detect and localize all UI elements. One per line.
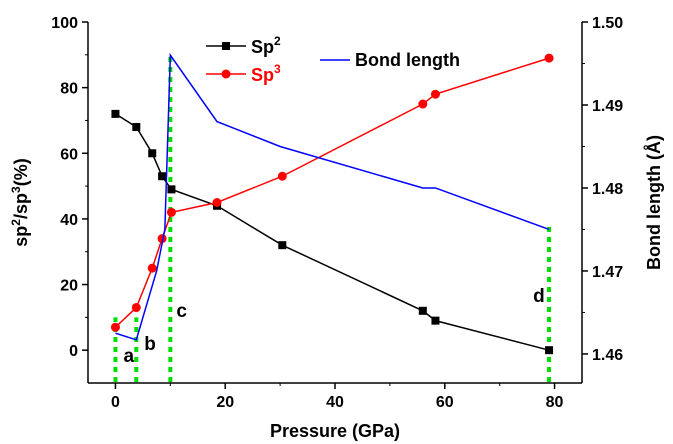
series-1-point-6 bbox=[277, 171, 287, 181]
series-0-point-1 bbox=[132, 123, 141, 132]
series-1-point-8 bbox=[430, 89, 440, 99]
series-1-point-3 bbox=[157, 234, 167, 244]
series-0-point-4 bbox=[167, 185, 176, 194]
series-1-point-4 bbox=[166, 207, 176, 217]
x-tick-label-3: 60 bbox=[436, 394, 454, 411]
series-1-point-2 bbox=[147, 263, 157, 273]
series-0-point-7 bbox=[418, 306, 427, 315]
yr-tick-label-4: 1.50 bbox=[592, 15, 623, 32]
annotation-b: b bbox=[144, 334, 156, 355]
legend-sp2-marker bbox=[222, 42, 230, 50]
series-0-point-8 bbox=[431, 316, 440, 325]
series-0-point-3 bbox=[158, 172, 167, 181]
x-tick-label-4: 80 bbox=[546, 394, 564, 411]
y-axis-right-title: Bond length (Å) bbox=[644, 135, 664, 270]
series-0-point-2 bbox=[148, 149, 157, 158]
legend-bond-label: Bond length bbox=[355, 50, 460, 70]
annotation-c: c bbox=[176, 301, 187, 322]
series-1-point-5 bbox=[212, 198, 222, 207]
x-tick-label-1: 20 bbox=[216, 394, 234, 411]
series-1-point-1 bbox=[131, 303, 141, 313]
x-tick-label-2: 40 bbox=[326, 394, 344, 411]
yr-tick-label-3: 1.49 bbox=[592, 98, 623, 115]
yr-tick-label-0: 1.46 bbox=[592, 347, 623, 364]
yl-tick-label-1: 20 bbox=[60, 278, 78, 295]
yl-tick-label-3: 60 bbox=[60, 146, 78, 163]
yl-tick-label-5: 100 bbox=[51, 15, 78, 32]
series-1-point-7 bbox=[418, 99, 428, 109]
series-line-0 bbox=[115, 113, 550, 351]
annotation-a: a bbox=[123, 346, 134, 367]
x-axis-title: Pressure (GPa) bbox=[270, 421, 400, 441]
y-axis-left-title: sp2/sp3(%) bbox=[9, 158, 31, 246]
yl-tick-label-2: 40 bbox=[60, 212, 78, 229]
yl-tick-label-4: 80 bbox=[60, 81, 78, 98]
legend-sp2-label: Sp2 bbox=[251, 34, 281, 57]
series-1-point-9 bbox=[544, 53, 554, 63]
x-tick-label-0: 0 bbox=[111, 394, 120, 411]
legend: Sp2 Sp3 Bond length bbox=[206, 34, 460, 85]
legend-sp3-label: Sp3 bbox=[251, 62, 281, 85]
yl-tick-label-0: 0 bbox=[69, 343, 78, 360]
series-line-1 bbox=[114, 57, 550, 328]
yr-tick-label-2: 1.48 bbox=[592, 181, 623, 198]
yr-tick-label-1: 1.47 bbox=[592, 264, 623, 281]
series-0-point-0 bbox=[111, 109, 120, 118]
annotation-d: d bbox=[533, 286, 545, 307]
series-0-point-9 bbox=[545, 346, 554, 355]
series-1-point-0 bbox=[110, 322, 120, 332]
series-0-point-6 bbox=[278, 241, 287, 250]
series-line-2 bbox=[115, 52, 550, 341]
legend-sp3-marker bbox=[221, 69, 231, 79]
